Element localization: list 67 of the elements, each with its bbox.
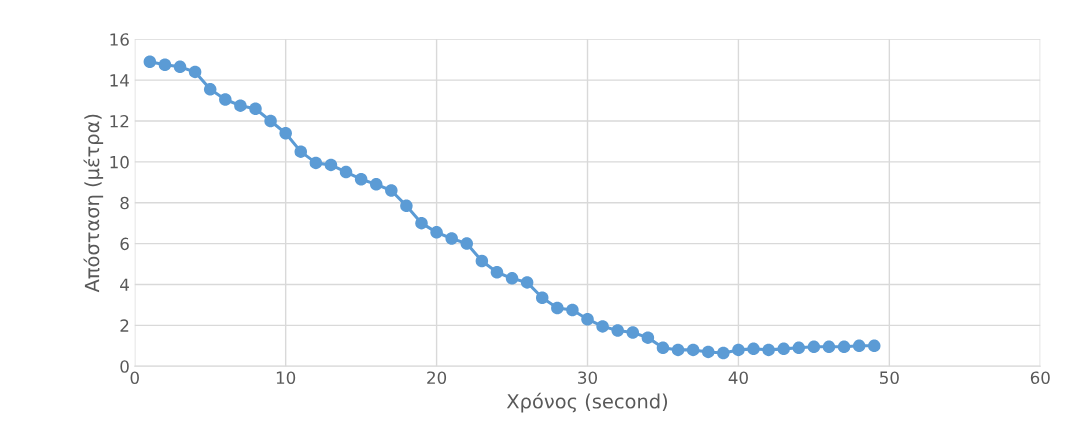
y-tick-label: 14 [110, 74, 129, 87]
point [385, 184, 398, 197]
point [400, 199, 413, 213]
point [868, 339, 881, 353]
point [837, 340, 851, 354]
point [415, 216, 428, 230]
point [777, 342, 790, 356]
point [596, 320, 609, 333]
point [475, 254, 489, 268]
point [279, 127, 292, 140]
point [747, 342, 760, 356]
x-tick-label: 50 [880, 371, 899, 384]
point [535, 291, 549, 305]
point [520, 276, 534, 289]
point [807, 340, 821, 354]
point [203, 83, 217, 96]
point [626, 326, 640, 339]
point [702, 345, 715, 359]
y-tick-label: 4 [120, 278, 129, 291]
point [611, 324, 624, 337]
point [369, 178, 383, 191]
point [173, 60, 187, 74]
point [490, 265, 504, 279]
y-tick-label: 12 [110, 114, 129, 128]
point [430, 226, 443, 239]
point [219, 93, 232, 106]
point [264, 114, 277, 128]
y-tick-label: 0 [120, 360, 129, 373]
x-tick-label: 40 [728, 371, 748, 384]
point [294, 145, 308, 158]
y-tick-label: 6 [120, 237, 129, 251]
point [822, 340, 836, 354]
y-tick-label: 16 [110, 33, 129, 46]
point [309, 156, 323, 170]
point [732, 343, 745, 357]
x-tick-label: 30 [578, 371, 598, 384]
y-axis-title: Απόσταση (μέτρα) [83, 114, 104, 293]
point [641, 331, 655, 344]
point [460, 237, 474, 250]
x-tick-label: 0 [130, 371, 139, 384]
point [852, 339, 866, 353]
x-tick-label: 10 [276, 371, 296, 384]
point [656, 341, 670, 355]
point [581, 312, 594, 326]
point [792, 341, 806, 355]
point [339, 165, 353, 179]
y-tick-label: 10 [110, 155, 129, 169]
point [551, 301, 564, 315]
point [143, 55, 157, 68]
point [686, 343, 700, 357]
point [671, 343, 685, 357]
point [158, 58, 172, 72]
point [762, 343, 775, 357]
point [566, 303, 579, 317]
x-tick-label: 20 [427, 371, 447, 384]
point [249, 102, 262, 115]
point [717, 346, 730, 360]
y-tick-label: 8 [120, 196, 129, 210]
point [188, 65, 202, 79]
y-tick-label: 2 [120, 319, 129, 332]
x-axis-title: Χρόνος (second) [506, 392, 668, 413]
point [324, 158, 338, 172]
point [354, 172, 368, 186]
point [445, 232, 458, 245]
point [505, 272, 519, 285]
point [234, 99, 247, 112]
x-tick-label: 60 [1030, 371, 1050, 384]
